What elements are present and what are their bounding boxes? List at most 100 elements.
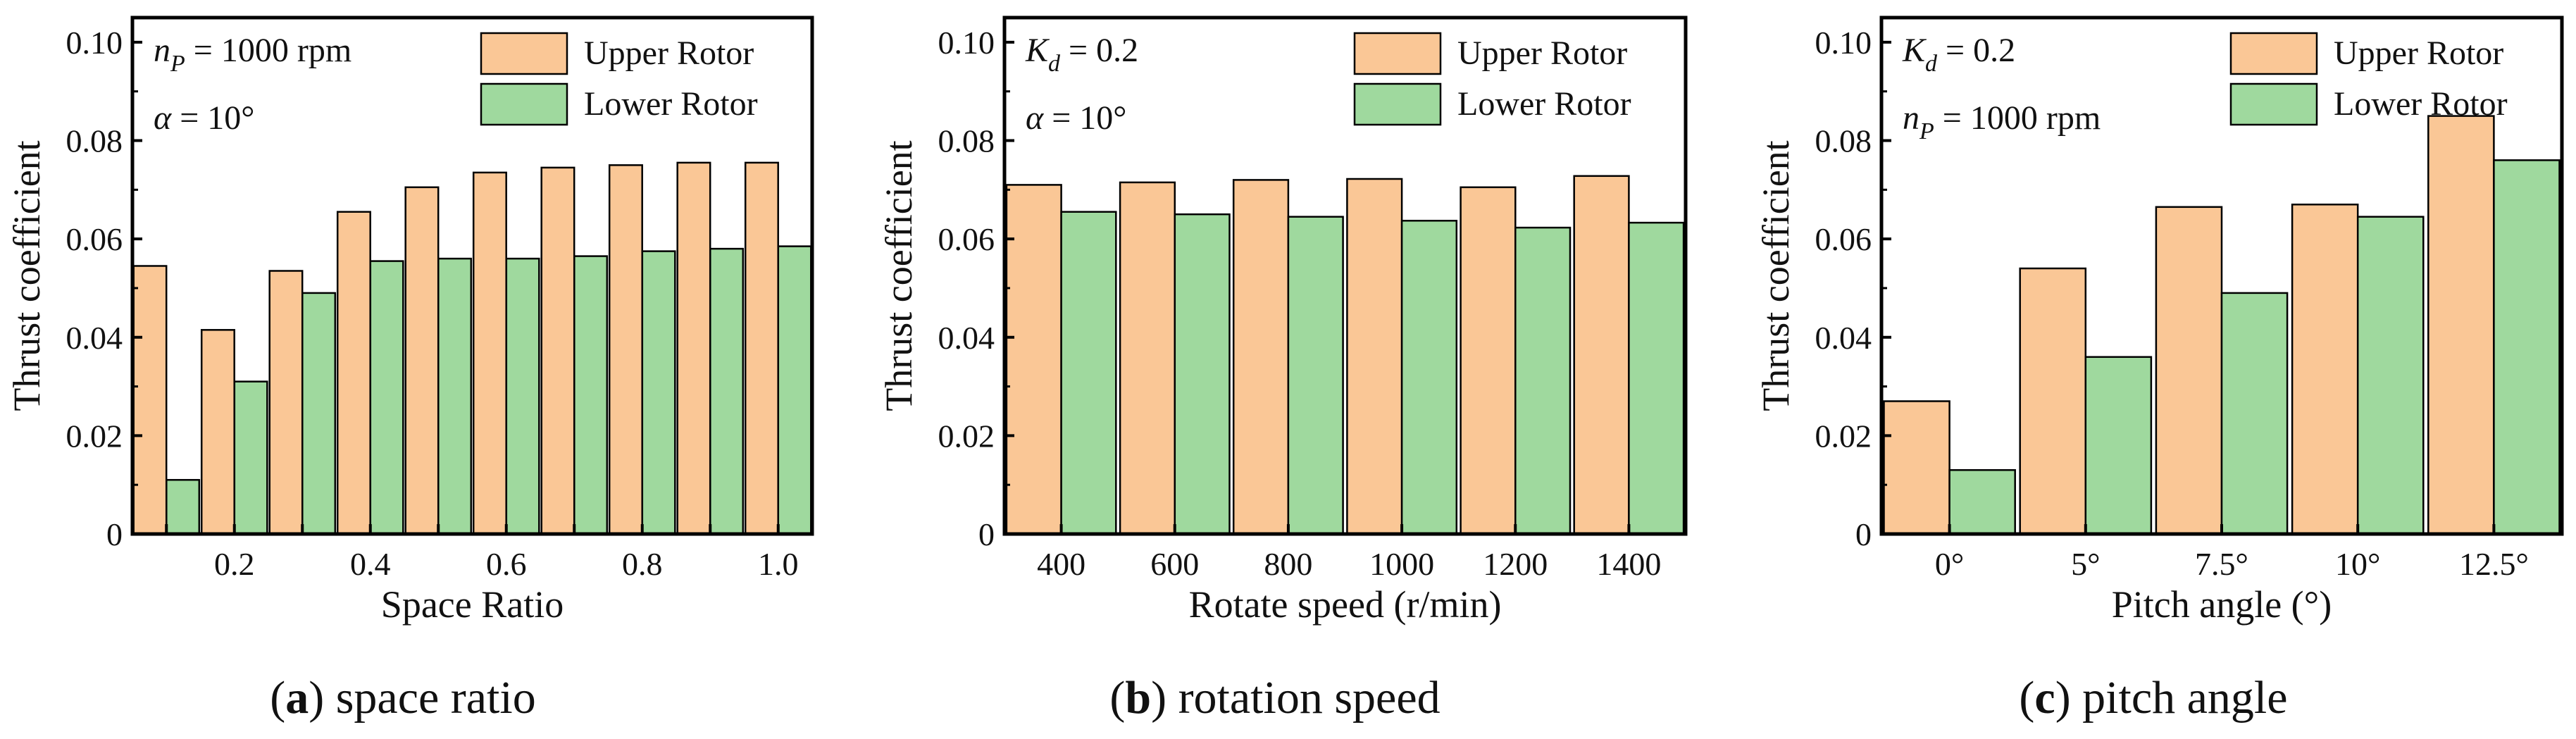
legend-swatch-upper — [2229, 32, 2318, 75]
x-tick-label: 12.5° — [2459, 546, 2529, 582]
bar-lower-2 — [1287, 216, 1344, 535]
caption-letter: b — [1125, 672, 1151, 724]
bar-lower-3 — [1400, 220, 1458, 535]
bar-upper-5 — [1573, 175, 1630, 535]
bar-lower-3 — [369, 260, 404, 535]
annotation-rest: = 0.2 — [1937, 32, 2015, 69]
annotation-0: Kd = 0.2 — [1902, 32, 2015, 77]
x-axis: 0.2 0.4 0.6 0.8 1.0 — [165, 524, 799, 582]
bar-lower-4 — [1514, 226, 1572, 535]
annotation-rest: = 10° — [171, 99, 254, 137]
bar-lower-5 — [1628, 221, 1685, 535]
x-tick-label: 1200 — [1483, 546, 1548, 582]
y-axis-title: Thrust coefficient — [878, 140, 920, 411]
panel-caption: (c) pitch angle — [2019, 672, 2287, 724]
x-tick-label: 600 — [1150, 546, 1199, 582]
bar-lower-3 — [2356, 216, 2425, 535]
x-tick-label: 0.6 — [486, 546, 527, 582]
x-axis-title: Space Ratio — [381, 583, 564, 626]
bar-lower-0 — [166, 478, 201, 535]
panel-caption: (a) space ratio — [270, 672, 535, 724]
annotation-var: K — [1902, 32, 1927, 69]
bar-upper-2 — [268, 270, 304, 535]
bar-upper-3 — [2291, 204, 2359, 535]
legend-swatch-lower — [1353, 82, 1442, 126]
bar-upper-4 — [1460, 186, 1517, 535]
caption-letter: a — [285, 672, 309, 724]
annotation-0: nP = 1000 rpm — [154, 32, 351, 77]
y-tick-label: 0.02 — [938, 418, 995, 454]
x-axis: 0° 5° 7.5° 10° 12.5° — [1935, 524, 2529, 582]
y-tick-label: 0.02 — [66, 418, 123, 454]
x-tick-label: 5° — [2071, 546, 2100, 582]
bar-upper-8 — [676, 161, 711, 535]
caption-open: ( — [2019, 672, 2034, 724]
y-axis: 0 0.02 0.04 0.06 0.08 0.10 — [66, 25, 142, 552]
bar-lower-1 — [2084, 356, 2153, 535]
legend-label: Upper Rotor — [1457, 35, 1627, 72]
x-axis-title: Pitch angle (°) — [2112, 583, 2332, 626]
y-tick-label: 0.06 — [938, 221, 995, 257]
bar-upper-1 — [200, 329, 235, 535]
annotation-1: α = 10° — [1026, 99, 1126, 137]
bar-lower-0 — [1948, 468, 2016, 535]
bar-upper-3 — [1346, 178, 1403, 535]
caption-close: ) — [1151, 672, 1178, 724]
legend: Upper Rotor Lower Rotor — [1353, 32, 1631, 126]
bars — [1005, 175, 1685, 535]
annotation-rest: = 1000 rpm — [1934, 99, 2101, 137]
caption-open: ( — [1109, 672, 1125, 724]
bar-lower-2 — [2220, 292, 2289, 535]
caption-open: ( — [270, 672, 285, 724]
bar-lower-2 — [301, 292, 337, 535]
bar-lower-1 — [233, 380, 268, 535]
annotation-rest: = 0.2 — [1060, 32, 1138, 69]
y-tick-label: 0.08 — [1815, 123, 1872, 159]
y-axis-title: Thrust coefficient — [6, 140, 48, 411]
x-tick-label: 7.5° — [2195, 546, 2248, 582]
annotation-var: n — [1903, 99, 1919, 137]
annotation-1: nP = 1000 rpm — [1903, 99, 2101, 144]
bar-upper-0 — [1883, 400, 1950, 535]
legend: Upper Rotor Lower Rotor — [480, 32, 758, 126]
annotations: Kd = 0.2 nP = 1000 rpm — [1902, 32, 2101, 144]
annotation-var: n — [154, 32, 170, 69]
x-tick-label: 1000 — [1369, 546, 1434, 582]
y-tick-label: 0.10 — [1815, 25, 1872, 61]
x-tick-label: 800 — [1264, 546, 1312, 582]
bar-upper-0 — [132, 265, 168, 535]
y-tick-label: 0.04 — [1815, 320, 1872, 356]
legend-label: Upper Rotor — [584, 35, 754, 72]
bar-upper-1 — [2019, 267, 2087, 535]
bar-lower-5 — [505, 257, 540, 535]
bar-upper-1 — [1119, 181, 1176, 535]
x-tick-label: 0.4 — [350, 546, 391, 582]
annotation-sub: P — [1919, 118, 1934, 144]
bar-lower-0 — [1060, 211, 1117, 535]
legend-swatch-lower — [480, 82, 568, 126]
legend-label: Lower Rotor — [584, 85, 758, 123]
bar-lower-9 — [777, 245, 812, 535]
bar-lower-4 — [437, 257, 473, 535]
bar-lower-7 — [641, 250, 676, 535]
y-tick-label: 0.04 — [66, 320, 123, 356]
legend-label: Lower Rotor — [1457, 85, 1631, 123]
bar-upper-3 — [336, 211, 371, 535]
chart-panel-a: 0 0.02 0.04 0.06 0.08 0.10 0.2 0.4 0.6 0.8 1.0 Spac… — [6, 15, 814, 724]
caption-close: ) — [309, 672, 335, 724]
caption-close: ) — [2055, 672, 2082, 724]
bar-lower-4 — [2493, 159, 2561, 535]
plot-frame — [130, 15, 814, 536]
annotation-sub: d — [1048, 51, 1061, 77]
annotation-var: α — [154, 99, 172, 137]
bars — [1883, 115, 2561, 535]
y-tick-label: 0.06 — [66, 221, 123, 257]
annotation-var: α — [1026, 99, 1044, 137]
caption-letter: c — [2034, 672, 2055, 724]
x-tick-label: 1400 — [1596, 546, 1661, 582]
annotation-rest: = 1000 rpm — [185, 32, 351, 69]
y-axis-title: Thrust coefficient — [1755, 140, 1797, 411]
bar-lower-1 — [1174, 213, 1231, 535]
bar-upper-2 — [1232, 179, 1290, 535]
